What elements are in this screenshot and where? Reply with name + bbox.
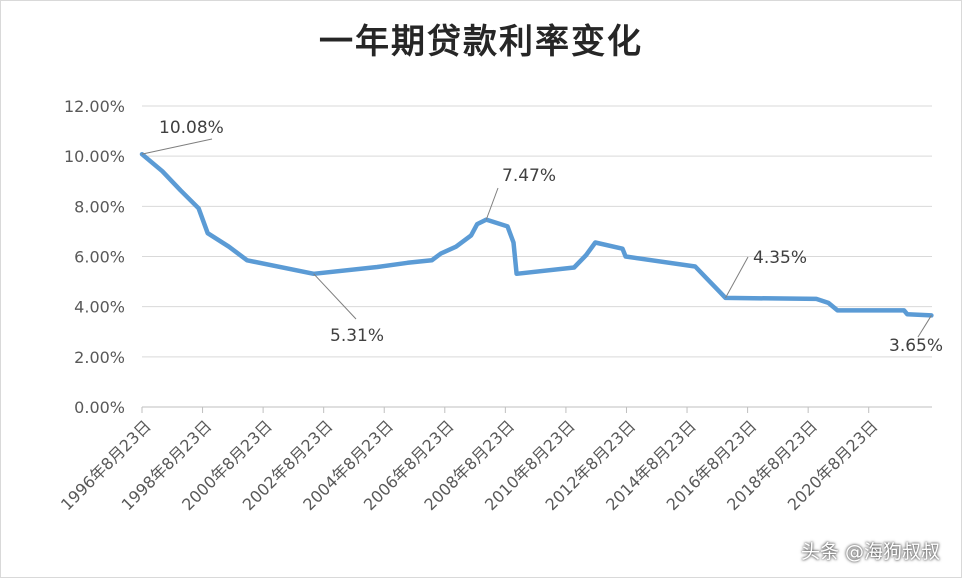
annotation-leader [725,256,749,299]
annotation-leader [917,315,932,338]
y-tick-label: 0.00% [74,398,125,417]
annotation-label: 10.08% [159,118,224,138]
y-tick-label: 2.00% [74,348,125,367]
series-layer [139,151,934,318]
annotation-label: 3.65% [889,336,943,356]
y-tick-label: 4.00% [74,298,125,317]
y-tick-label: 6.00% [74,248,125,267]
annotation-label: 7.47% [502,166,556,186]
axes: 0.00%2.00%4.00%6.00%8.00%10.00%12.00%199… [57,97,881,514]
watermark: 头条 @海狗叔叔 [800,541,940,563]
annotations: 10.08% 7.47% 5.31% 4.35% 3.65% [141,118,943,356]
y-tick-label: 12.00% [64,97,125,116]
chart-title: 一年期贷款利率变化 [319,22,643,62]
grid-lines [142,105,932,408]
annotation-leader [141,138,213,155]
annotation-leader [313,273,357,320]
series-line [139,151,934,318]
y-tick-label: 8.00% [74,197,125,216]
y-tick-label: 10.00% [64,147,125,166]
annotation-label: 5.31% [330,326,384,346]
annotation-leader [485,187,499,220]
annotation-label: 4.35% [753,248,807,268]
